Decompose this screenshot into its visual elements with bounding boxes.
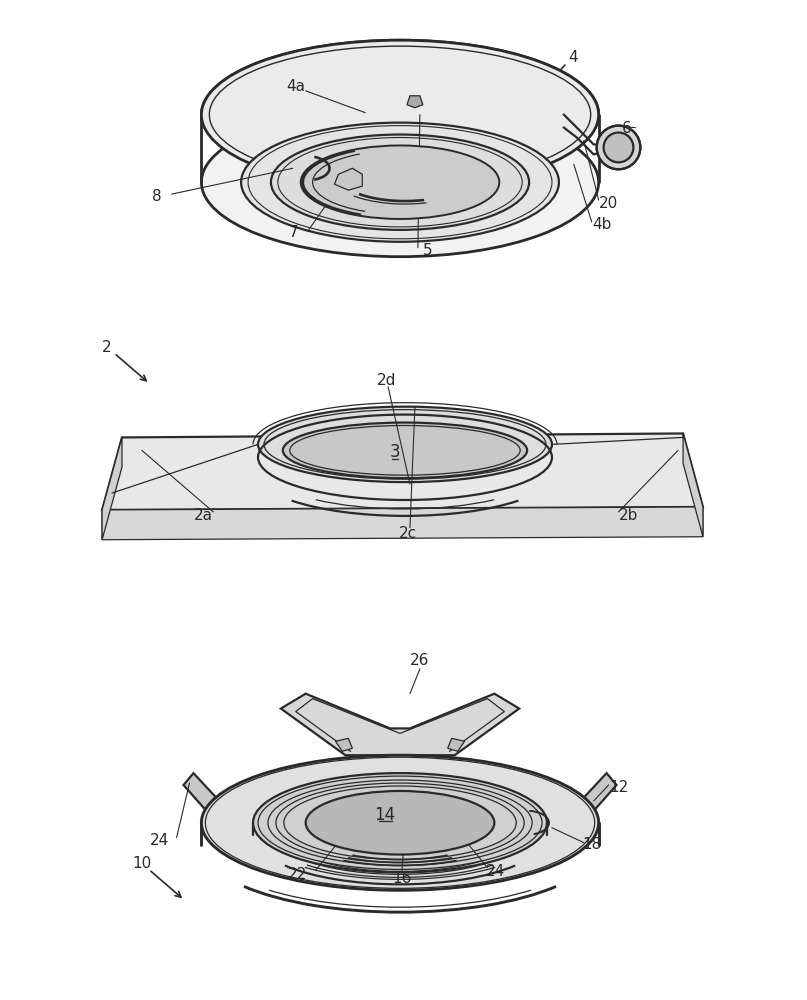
Polygon shape: [407, 96, 423, 108]
Polygon shape: [683, 433, 703, 537]
Text: 6: 6: [621, 121, 631, 136]
Text: 24: 24: [486, 864, 505, 879]
Text: 26: 26: [410, 653, 429, 668]
Polygon shape: [102, 507, 703, 540]
Polygon shape: [281, 694, 519, 755]
Text: 2d: 2d: [376, 373, 395, 388]
Text: 2b: 2b: [619, 508, 638, 523]
Text: 2a: 2a: [194, 508, 213, 523]
Text: 7: 7: [289, 225, 299, 240]
Ellipse shape: [202, 40, 599, 189]
Polygon shape: [102, 433, 703, 510]
Text: 20: 20: [599, 196, 618, 211]
Polygon shape: [448, 738, 465, 751]
Ellipse shape: [301, 145, 500, 219]
Text: 2c: 2c: [399, 526, 417, 541]
Text: 14: 14: [374, 806, 395, 824]
Ellipse shape: [271, 135, 529, 230]
Text: 4: 4: [568, 50, 578, 65]
Ellipse shape: [202, 108, 599, 257]
Ellipse shape: [604, 133, 633, 162]
Text: 12: 12: [609, 780, 628, 795]
Polygon shape: [334, 168, 362, 190]
Polygon shape: [102, 437, 122, 540]
Text: 2: 2: [102, 340, 112, 355]
Text: 10: 10: [132, 856, 152, 871]
Ellipse shape: [306, 791, 495, 855]
Ellipse shape: [202, 755, 599, 890]
Text: 18: 18: [582, 837, 601, 852]
Text: 4b: 4b: [592, 217, 612, 232]
Ellipse shape: [596, 126, 641, 169]
Polygon shape: [581, 773, 617, 811]
Ellipse shape: [253, 773, 547, 872]
Text: 4a: 4a: [286, 79, 305, 94]
Text: 16: 16: [392, 871, 412, 886]
Ellipse shape: [282, 423, 527, 478]
Polygon shape: [336, 738, 353, 751]
Text: 24: 24: [150, 833, 169, 848]
Ellipse shape: [241, 123, 559, 242]
Text: 22: 22: [287, 867, 307, 882]
Text: 5: 5: [423, 243, 433, 258]
Text: 8: 8: [152, 189, 161, 204]
Text: 3: 3: [390, 443, 400, 461]
Ellipse shape: [258, 407, 552, 482]
Polygon shape: [183, 773, 220, 811]
